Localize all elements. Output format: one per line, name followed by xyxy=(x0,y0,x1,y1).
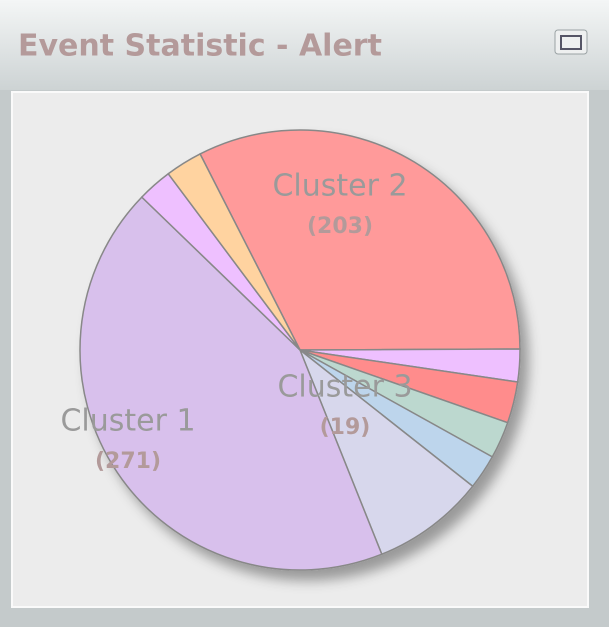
slice-label: Cluster 3 xyxy=(277,370,412,405)
window-title: Event Statistic - Alert xyxy=(18,29,382,64)
slice-value-label: (271) xyxy=(95,449,161,474)
header xyxy=(0,0,609,90)
labels: Cluster 2 (203) Cluster 3 (19) Cluster 1 (271… xyxy=(60,169,412,475)
slice-label: Cluster 1 xyxy=(60,404,195,439)
pie-slice xyxy=(298,347,474,556)
pie xyxy=(79,129,521,571)
slice-value-label: (19) xyxy=(320,415,371,440)
pie-slice xyxy=(79,196,383,571)
button-icon[interactable] xyxy=(560,35,582,50)
button-box[interactable] xyxy=(554,29,588,55)
maximize-button[interactable] xyxy=(554,29,588,55)
slice-label: Cluster 2 xyxy=(272,169,407,204)
slice-value-label: (203) xyxy=(307,214,373,239)
pie-slice xyxy=(167,152,301,351)
pie-slice xyxy=(199,129,521,351)
